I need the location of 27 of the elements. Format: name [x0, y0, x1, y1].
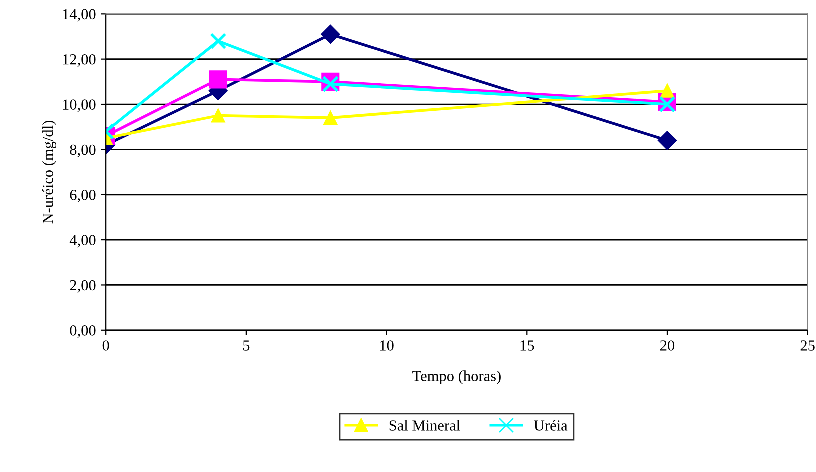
- y-tick-label: 12,00: [63, 54, 96, 67]
- y-tick-label: 10,00: [63, 100, 96, 112]
- point: [658, 131, 678, 150]
- x-tick-label: 15: [520, 340, 534, 351]
- y-axis-title: N-uréico (mg/dl): [42, 120, 56, 224]
- point: [659, 96, 676, 113]
- point: [210, 32, 227, 50]
- x-axis-title: Tempo (horas): [412, 370, 501, 384]
- y-tick-label: 8,00: [70, 144, 96, 158]
- point: [209, 70, 228, 89]
- legend-label: Uréia: [534, 420, 568, 431]
- point: [324, 111, 338, 126]
- y-tick-label: 4,00: [70, 235, 96, 248]
- point: [211, 108, 226, 123]
- point: [322, 76, 339, 93]
- point: [321, 24, 340, 44]
- legend-label: Sal Mineral: [390, 420, 460, 431]
- x-tick-label: 10: [380, 340, 394, 351]
- y-tick-label: 2,00: [70, 280, 96, 293]
- x-tick-label: 5: [244, 340, 250, 351]
- x-tick-label: 0: [102, 340, 110, 351]
- x-tick-label: 25: [800, 340, 815, 351]
- y-tick-label: 0,00: [70, 326, 96, 338]
- y-tick-label: 6,00: [70, 190, 96, 203]
- x-tick-label: 20: [660, 340, 675, 351]
- point: [660, 84, 674, 98]
- y-tick-label: 14,00: [63, 9, 96, 22]
